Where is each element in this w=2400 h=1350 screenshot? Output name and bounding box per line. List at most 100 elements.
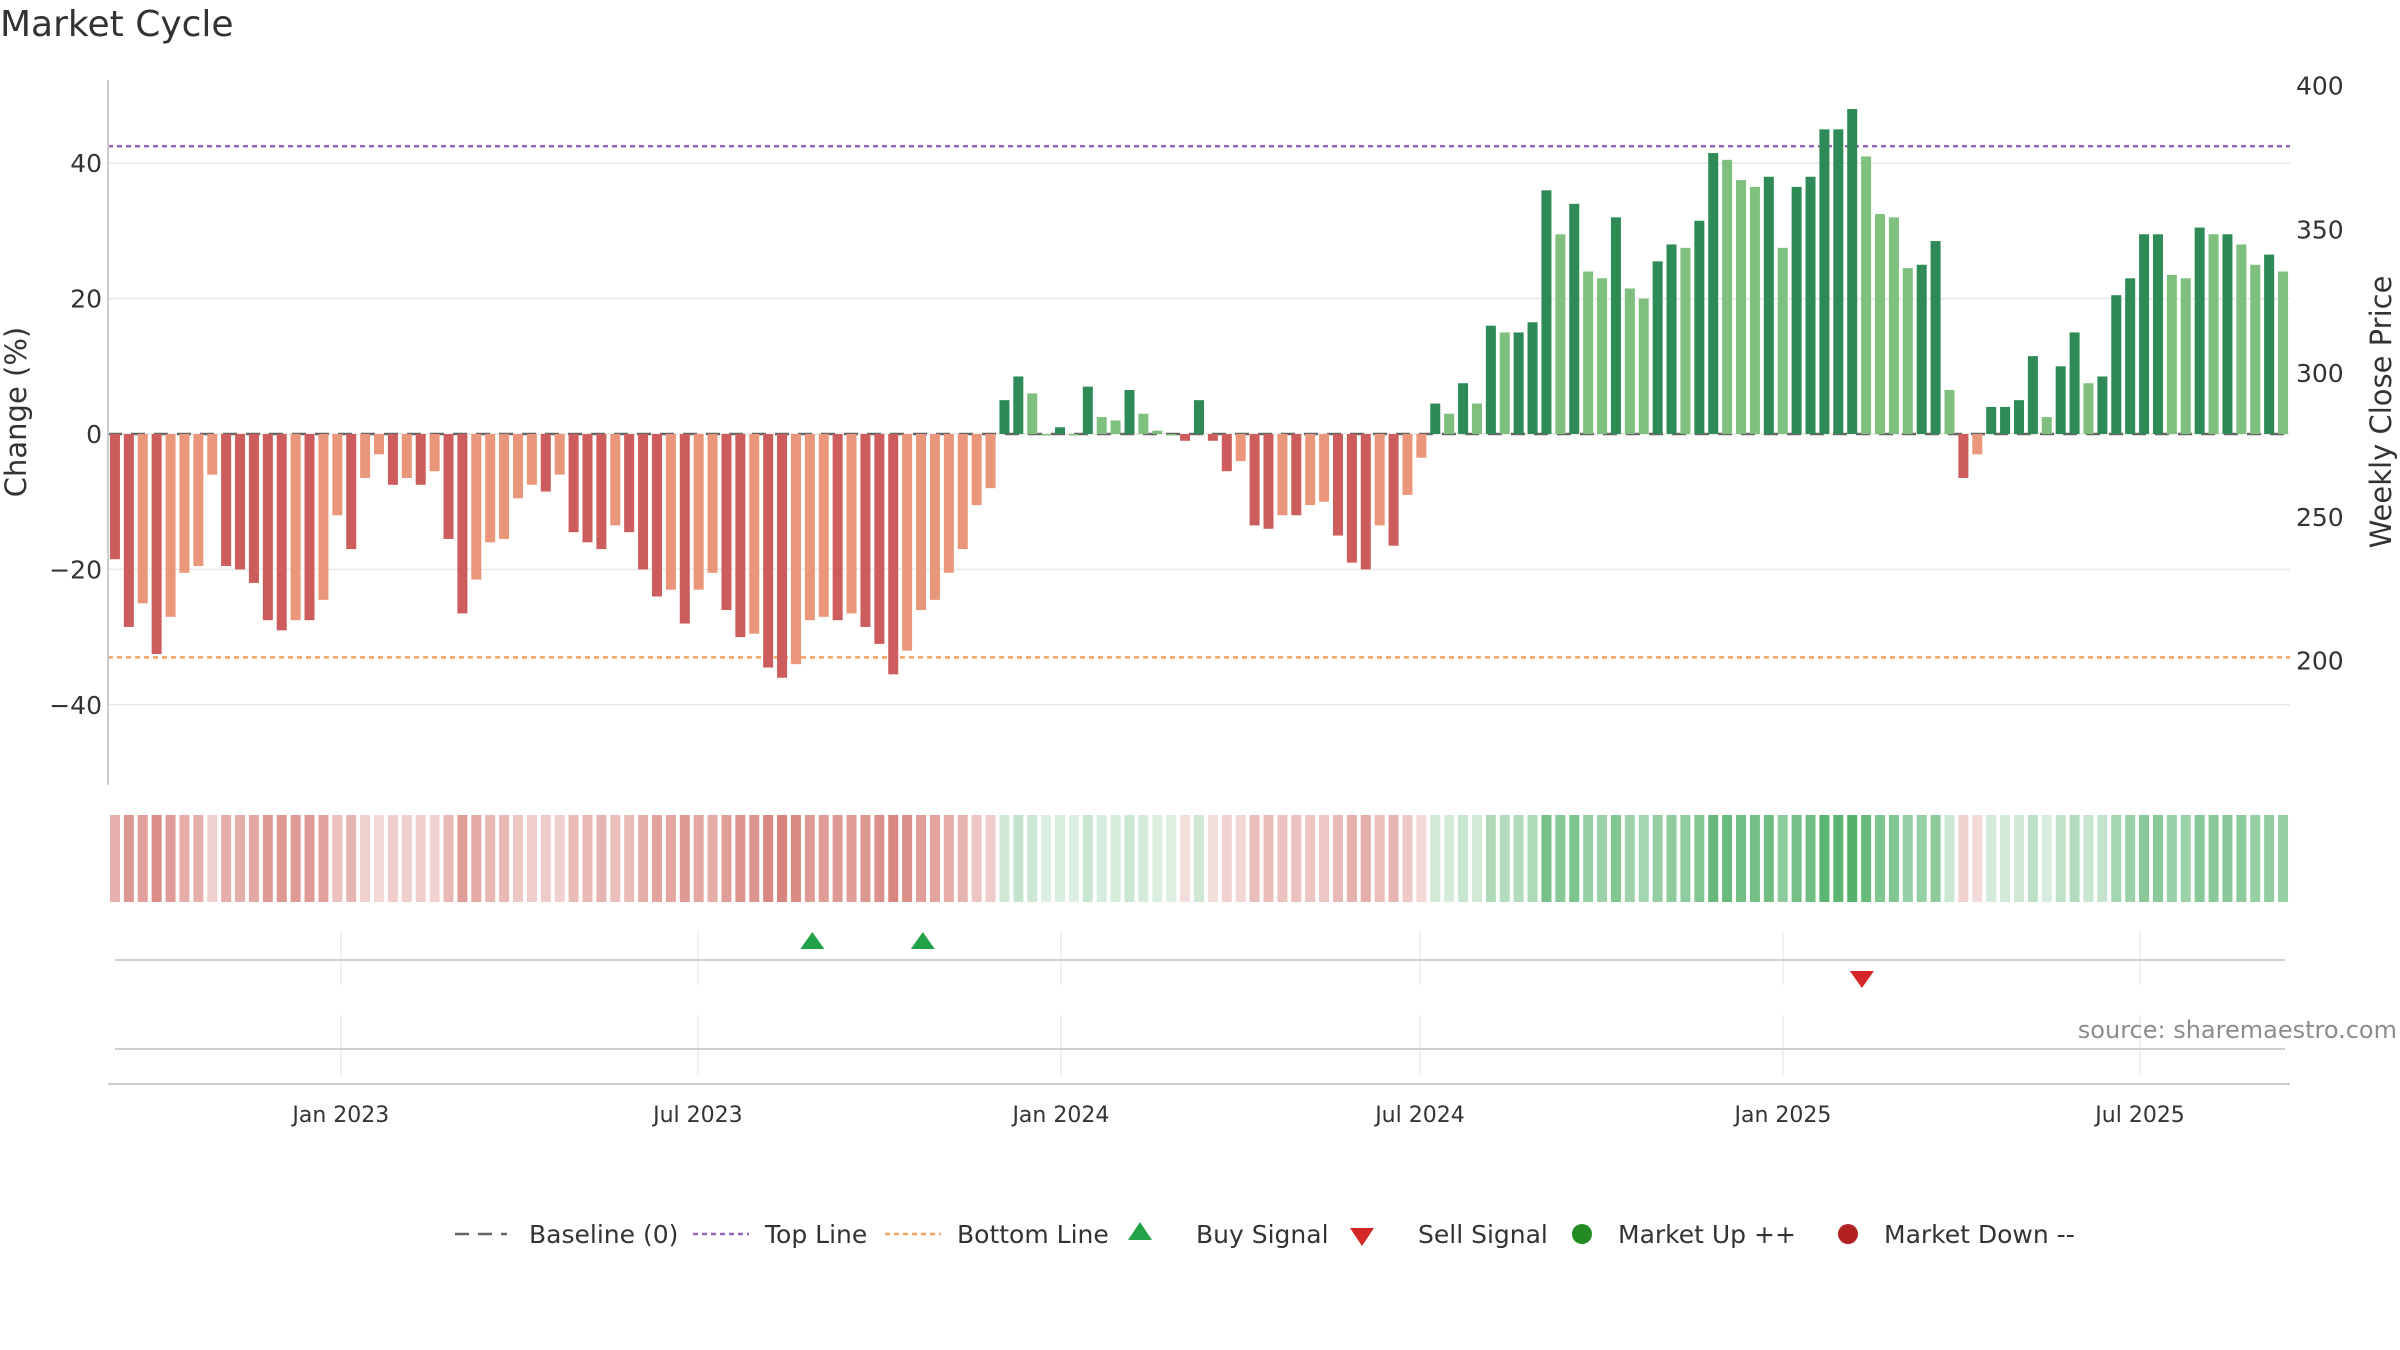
heat-cell <box>902 815 913 902</box>
bar <box>1305 434 1316 506</box>
heat-cell <box>971 815 982 902</box>
bar <box>721 434 732 611</box>
heat-cell <box>1694 815 1705 902</box>
heat-cell <box>262 815 273 902</box>
bar <box>2250 264 2261 434</box>
bar <box>2278 271 2289 434</box>
heat-cell <box>332 815 343 902</box>
x-tick-label: Jul 2023 <box>651 1103 743 1128</box>
heat-cell <box>1597 815 1608 902</box>
bar <box>221 434 232 567</box>
heat-cell <box>276 815 287 902</box>
bar <box>1082 386 1093 434</box>
heat-cell <box>790 815 801 902</box>
bar <box>151 434 162 655</box>
heat-cell <box>1624 815 1635 902</box>
bar <box>165 434 176 617</box>
heat-cell <box>2000 815 2011 902</box>
heat-cell <box>1152 815 1163 902</box>
heat-cell <box>2236 815 2247 902</box>
bar <box>1819 129 1830 434</box>
bar <box>1986 406 1997 434</box>
bar <box>763 434 774 668</box>
legend-up-icon <box>1572 1224 1592 1244</box>
heat-cell <box>638 815 649 902</box>
bar <box>971 434 982 506</box>
bar <box>1193 400 1205 434</box>
heat-cell <box>1027 815 1038 902</box>
heat-cell <box>693 815 704 902</box>
heat-cell <box>2013 815 2024 902</box>
heat-cell <box>1652 815 1663 902</box>
bar <box>735 434 746 638</box>
y-tick-label: −20 <box>49 555 102 584</box>
sell-signal-marker <box>1849 971 1874 988</box>
bar <box>540 434 551 492</box>
heat-cell <box>624 815 635 902</box>
heat-cell <box>1374 815 1385 902</box>
bar <box>596 434 607 550</box>
heat-cell <box>2194 815 2205 902</box>
heat-cell <box>221 815 232 902</box>
heat-cell <box>1819 815 1830 902</box>
heat-cell <box>1221 815 1232 902</box>
heat-cell <box>1708 815 1719 902</box>
heat-cell <box>679 815 690 902</box>
bar <box>916 434 927 611</box>
heat-cell <box>248 815 259 902</box>
bar <box>1833 129 1844 434</box>
heat-cell <box>1110 815 1121 902</box>
bar <box>1124 389 1135 434</box>
bar <box>1263 434 1274 529</box>
bar <box>943 434 954 573</box>
bar <box>276 434 287 631</box>
bar <box>360 434 371 479</box>
heat-cell <box>1249 815 1260 902</box>
heat-cell <box>290 815 301 902</box>
heat-cell <box>735 815 746 902</box>
heat-cell <box>235 815 246 902</box>
heat-cell <box>1875 815 1886 902</box>
heat-cell <box>499 815 510 902</box>
heat-cell <box>832 815 843 902</box>
heat-cell <box>2152 815 2163 902</box>
heat-cell <box>2180 815 2191 902</box>
bar <box>415 434 426 485</box>
bar <box>109 434 120 560</box>
heat-cell <box>1555 815 1566 902</box>
heat-cell <box>512 815 523 902</box>
heat-cell <box>1360 815 1371 902</box>
heat-cell <box>804 815 815 902</box>
bar <box>902 434 913 651</box>
bar <box>2041 417 2052 434</box>
bar <box>2055 366 2066 434</box>
bar <box>804 434 815 621</box>
bar <box>304 434 315 621</box>
bar <box>137 434 148 604</box>
x-tick-label: Jan 2024 <box>1010 1103 1109 1128</box>
heat-cell <box>2250 815 2261 902</box>
heat-cell <box>429 815 440 902</box>
bar <box>1875 213 1886 434</box>
legend-down-icon <box>1838 1224 1858 1244</box>
heat-cell <box>2041 815 2052 902</box>
bar <box>1527 322 1538 434</box>
bar <box>1152 430 1163 434</box>
heat-cell <box>1902 815 1913 902</box>
heat-cell <box>2166 815 2177 902</box>
legend-label-buy: Buy Signal <box>1196 1220 1329 1249</box>
bar <box>818 434 829 617</box>
bar <box>1166 434 1177 436</box>
legend-label-top: Top Line <box>764 1220 867 1249</box>
heat-cell <box>2208 815 2219 902</box>
gridlines <box>108 162 2290 1075</box>
heat-cell <box>763 815 774 902</box>
heat-cell <box>1319 815 1330 902</box>
legend: Baseline (0) Top Line Bottom Line Buy Signa… <box>455 1220 2075 1249</box>
heat-cell <box>610 815 621 902</box>
bar <box>401 434 412 479</box>
bar <box>1583 271 1594 434</box>
heat-cell <box>554 815 565 902</box>
bar <box>1374 434 1385 526</box>
